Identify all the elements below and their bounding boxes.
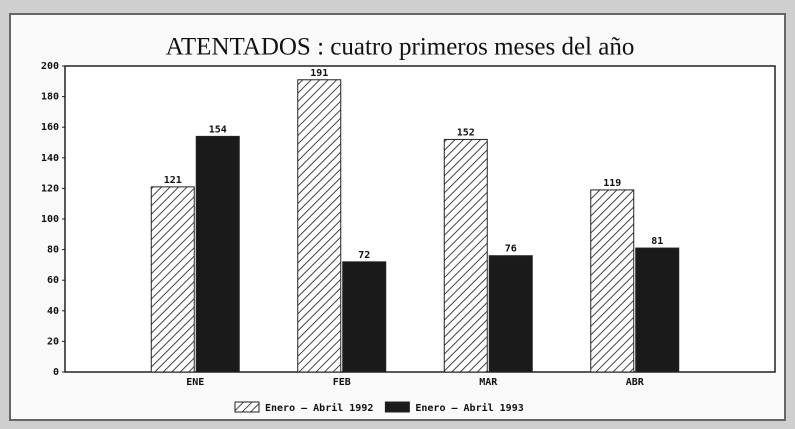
y-tick-label: 160 (41, 122, 59, 133)
value-label: 76 (505, 244, 517, 255)
value-label: 81 (651, 236, 663, 247)
y-tick-label: 0 (53, 367, 59, 378)
bar (590, 189, 635, 373)
y-tick-label: 20 (47, 336, 59, 347)
legend-swatch (384, 401, 410, 413)
y-tick-label: 120 (41, 183, 59, 194)
value-label: 72 (358, 250, 370, 261)
value-label: 154 (209, 124, 227, 135)
legend-label: Enero – Abril 1992 (265, 402, 373, 414)
bar (488, 255, 533, 373)
bar (443, 138, 488, 373)
bar (635, 247, 680, 373)
y-tick-label: 140 (41, 153, 59, 164)
value-label: 191 (310, 68, 328, 79)
bar (297, 79, 342, 373)
legend-label: Enero – Abril 1993 (415, 402, 523, 414)
y-tick-label: 100 (41, 214, 59, 225)
x-tick-label: MAR (479, 377, 498, 388)
value-label: 119 (603, 178, 621, 189)
x-tick-label: ABR (626, 377, 645, 388)
y-tick-label: 60 (47, 275, 59, 286)
value-label: 152 (457, 127, 475, 138)
y-tick-label: 180 (41, 92, 59, 103)
bar (150, 186, 195, 373)
y-tick-label: 200 (41, 61, 59, 72)
y-tick-label: 40 (47, 306, 59, 317)
legend-swatch (234, 401, 260, 413)
value-label: 121 (164, 175, 182, 186)
bar (195, 135, 240, 373)
y-tick-label: 80 (47, 245, 59, 256)
bar (342, 261, 387, 373)
x-tick-label: FEB (333, 377, 351, 388)
x-tick-label: ENE (186, 377, 204, 388)
chart-title: ATENTADOS : cuatro primeros meses del añ… (166, 34, 635, 61)
